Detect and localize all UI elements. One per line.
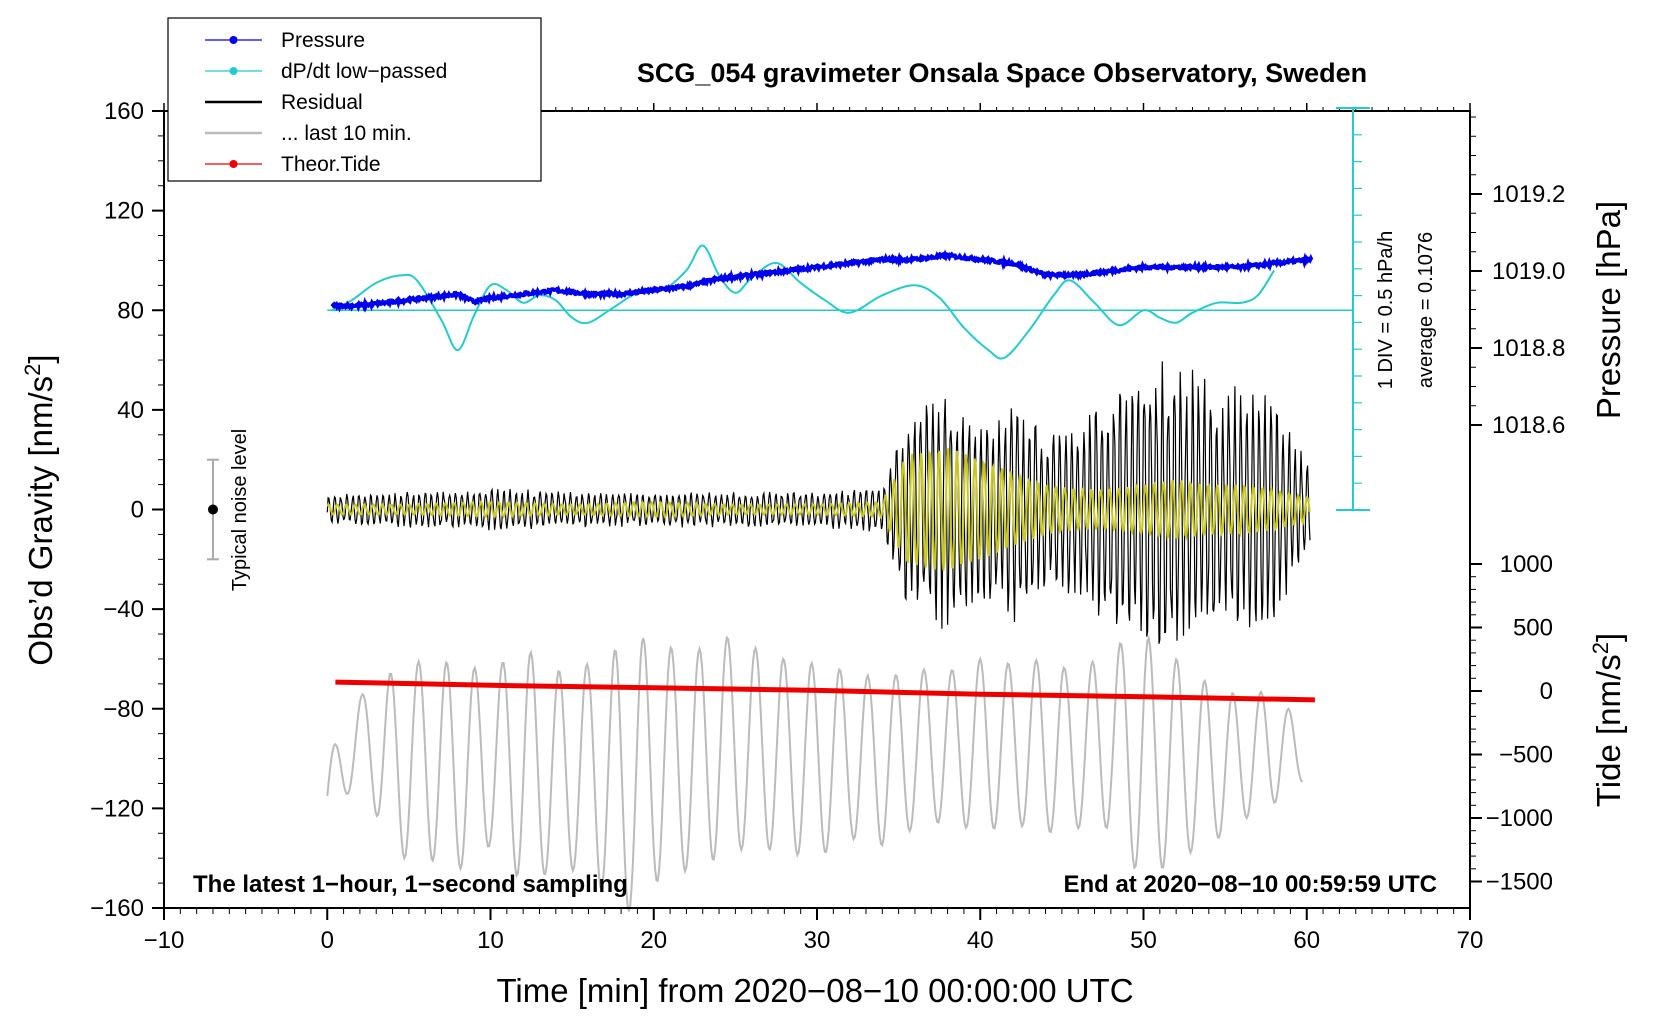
dpdt-scale-ticks — [1336, 107, 1370, 511]
y-tick-label: 0 — [131, 497, 144, 524]
x-tick-label: 60 — [1293, 927, 1320, 954]
noise-label: Typical noise level — [229, 429, 251, 591]
dpdt-average-label: average = 0.1076 — [1415, 232, 1437, 388]
noise-bar — [206, 458, 219, 561]
y-axis-label-tide-end: ] — [1590, 633, 1627, 642]
end-time-note: End at 2020−08−10 00:59:59 UTC — [1063, 871, 1437, 898]
x-tick-label: 70 — [1457, 927, 1484, 954]
y-tick-label: 80 — [117, 297, 144, 324]
x-tick-label: −10 — [144, 927, 185, 954]
legend-marker — [229, 160, 238, 168]
pressure-tick-label: 1019.0 — [1492, 258, 1565, 285]
y-axis-label-pressure: Pressure [hPa] — [1590, 201, 1627, 419]
tide-tick-label: −1500 — [1486, 869, 1553, 896]
series-theor-tide — [335, 679, 1315, 703]
legend-items: Pressure dP/dt low−passed Residual ... last… — [205, 29, 447, 176]
legend-label: dP/dt low−passed — [281, 60, 447, 83]
y-tick-label: −160 — [90, 895, 144, 922]
y-tick-label: −120 — [90, 795, 144, 822]
y-tick-label: −40 — [103, 596, 144, 623]
pressure-tick-label: 1018.8 — [1492, 335, 1565, 362]
y-tick-label: 40 — [117, 397, 144, 424]
y-tick-label: 120 — [104, 198, 144, 225]
noise-indicator: Typical noise level — [206, 429, 251, 591]
pressure-tick-label: 1018.6 — [1492, 412, 1565, 439]
legend-label: Residual — [281, 91, 363, 114]
dpdt-div-label: 1 DIV = 0.5 hPa/h — [1375, 231, 1397, 389]
legend-label: Theor.Tide — [281, 153, 381, 176]
x-tick-label: 50 — [1130, 927, 1157, 954]
y-axis-label-tide-sup: 2 — [1588, 642, 1613, 654]
y-tick-label: 160 — [104, 98, 144, 125]
x-tick-label: 20 — [640, 927, 667, 954]
tide-tick-label: −500 — [1499, 742, 1553, 769]
y-axis-label-tide-text: Tide [nm/s — [1590, 654, 1627, 807]
y-tick-label: −80 — [103, 696, 144, 723]
tide-tick-label: 0 — [1540, 678, 1553, 705]
y-axis-label-gravity: Obs’d Gravity [nm/s2] — [20, 354, 59, 665]
legend-label: ... last 10 min. — [281, 122, 412, 145]
sampling-note: The latest 1−hour, 1−second sampling — [193, 871, 628, 898]
series-residual-filtered — [326, 448, 1311, 571]
legend-marker — [229, 36, 238, 44]
x-tick-label: 40 — [967, 927, 994, 954]
x-tick-label: 0 — [321, 927, 334, 954]
chart-title: SCG_054 gravimeter Onsala Space Observat… — [637, 58, 1367, 88]
legend-box — [167, 17, 542, 182]
y-axis-label-gravity-sup: 2 — [20, 364, 45, 376]
series-residual — [326, 361, 1311, 644]
legend: Pressure dP/dt low−passed Residual ... last… — [167, 17, 542, 182]
tick-layer: −10 0 10 20 30 40 50 60 70 160 120 80 40 0 −40 −80 −120 −… — [90, 98, 1565, 954]
tide-tick-label: 500 — [1513, 615, 1553, 642]
y-axis-label-tide: Tide [nm/s2] — [1588, 633, 1627, 807]
y-axis-label-gravity-end: ] — [22, 354, 59, 363]
x-axis-label: Time [min] from 2020−08−10 00:00:00 UTC — [496, 972, 1133, 1009]
x-tick-label: 10 — [477, 927, 504, 954]
tide-tick-label: −1000 — [1486, 805, 1553, 832]
legend-marker — [229, 67, 238, 75]
tide-tick-label: 1000 — [1500, 551, 1553, 578]
noise-bar-dot — [207, 504, 218, 515]
series-pressure — [330, 249, 1314, 313]
x-tick-label: 30 — [804, 927, 831, 954]
series-layer — [326, 244, 1353, 912]
pressure-tick-label: 1019.2 — [1492, 181, 1565, 208]
y-axis-label-gravity-text: Obs’d Gravity [nm/s — [22, 376, 59, 666]
legend-label: Pressure — [281, 29, 365, 52]
dpdt-scale: 1 DIV = 0.5 hPa/h average = 0.1076 — [1336, 107, 1437, 511]
